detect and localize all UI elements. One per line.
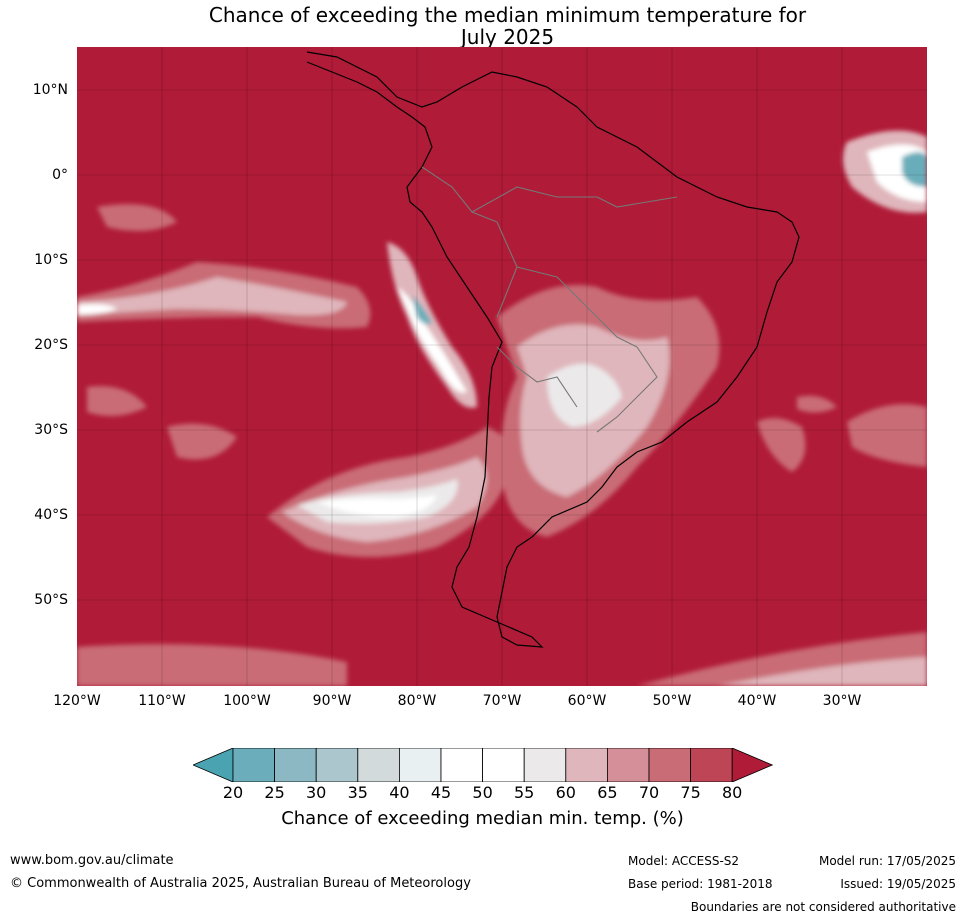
colorbar-tick-label: 30: [306, 783, 327, 802]
colorbar: [191, 747, 774, 783]
lon-label-100w: 100°W: [223, 693, 271, 709]
forecast-map: [77, 47, 927, 686]
lon-label-30w: 30°W: [822, 693, 862, 709]
colorbar-label: Chance of exceeding median min. temp. (%…: [281, 808, 684, 829]
colorbar-segment: [482, 747, 525, 783]
copyright-text: © Commonwealth of Australia 2025, Austra…: [10, 876, 471, 891]
colorbar-segment: [690, 747, 733, 783]
country-borders: [421, 166, 678, 433]
colorbar-tick-label: 35: [347, 783, 368, 802]
lon-label-80w: 80°W: [397, 693, 437, 709]
lat-label-10n: 10°N: [32, 82, 68, 98]
colorbar-tick-label: 65: [597, 783, 618, 802]
lon-label-60w: 60°W: [567, 693, 607, 709]
colorbar-segment: [398, 747, 442, 783]
graticule: [77, 47, 927, 686]
colorbar-segment: [315, 747, 359, 783]
lon-label-120w: 120°W: [53, 693, 101, 709]
colorbar-segment: [606, 747, 650, 783]
lat-label-20s: 20°S: [34, 337, 68, 353]
lat-label-50s: 50°S: [34, 592, 68, 608]
map-svg: [77, 47, 927, 686]
lat-label-30s: 30°S: [34, 422, 68, 438]
colorbar-segment: [648, 747, 691, 783]
colorbar-tick-label: 50: [472, 783, 493, 802]
colorbar-extend-low: [191, 747, 234, 783]
coastline: [306, 51, 800, 648]
title-line-1: Chance of exceeding the median minimum t…: [208, 3, 807, 27]
probability-patches: [77, 130, 927, 686]
colorbar-segment: [523, 747, 567, 783]
lon-label-110w: 110°W: [138, 693, 186, 709]
colorbar-segment: [440, 747, 483, 783]
lat-label-10s: 10°S: [34, 252, 68, 268]
colorbar-segment: [565, 747, 608, 783]
colorbar-svg: [191, 747, 774, 783]
colorbar-tick-label: 75: [680, 783, 701, 802]
colorbar-tick-label: 20: [222, 783, 244, 802]
disclaimer-text: Boundaries are not considered authoritat…: [690, 900, 956, 914]
lon-label-40w: 40°W: [737, 693, 777, 709]
base-period-text: Base period: 1981-2018: [628, 877, 773, 891]
issued-text: Issued: 19/05/2025: [840, 877, 956, 891]
model-text: Model: ACCESS-S2: [628, 854, 740, 868]
model-run-text: Model run: 17/05/2025: [818, 854, 956, 868]
colorbar-tick-label: 70: [638, 783, 660, 802]
map-title: Chance of exceeding the median minimum t…: [0, 4, 965, 48]
lon-label-70w: 70°W: [482, 693, 522, 709]
colorbar-segment: [357, 747, 400, 783]
colorbar-segment: [274, 747, 317, 783]
lat-label-0: 0°: [52, 167, 68, 183]
colorbar-tick-label: 45: [430, 783, 452, 802]
colorbar-tick-label: 40: [389, 783, 410, 802]
map-background: [77, 47, 927, 686]
colorbar-tick-label: 25: [264, 783, 285, 802]
colorbar-tick-label: 55: [514, 783, 535, 802]
title-line-2: July 2025: [460, 25, 555, 49]
colorbar-tick-label: 60: [555, 783, 576, 802]
lat-label-40s: 40°S: [34, 507, 68, 523]
colorbar-segment: [232, 747, 275, 783]
lon-label-50w: 50°W: [652, 693, 692, 709]
lon-label-90w: 90°W: [312, 693, 352, 709]
colorbar-extend-high: [731, 747, 774, 783]
colorbar-tick-label: 80: [722, 783, 743, 802]
website-link[interactable]: www.bom.gov.au/climate: [10, 853, 174, 868]
